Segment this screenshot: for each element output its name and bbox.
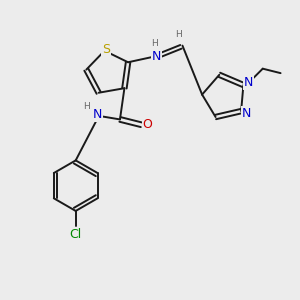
Text: N: N bbox=[244, 76, 254, 89]
Text: H: H bbox=[152, 39, 158, 48]
Text: N: N bbox=[242, 107, 251, 120]
Text: H: H bbox=[176, 30, 182, 39]
Text: N: N bbox=[152, 50, 161, 63]
Text: S: S bbox=[102, 43, 110, 56]
Text: Cl: Cl bbox=[70, 228, 82, 241]
Text: O: O bbox=[142, 118, 152, 131]
Text: H: H bbox=[83, 101, 89, 110]
Text: N: N bbox=[92, 109, 102, 122]
